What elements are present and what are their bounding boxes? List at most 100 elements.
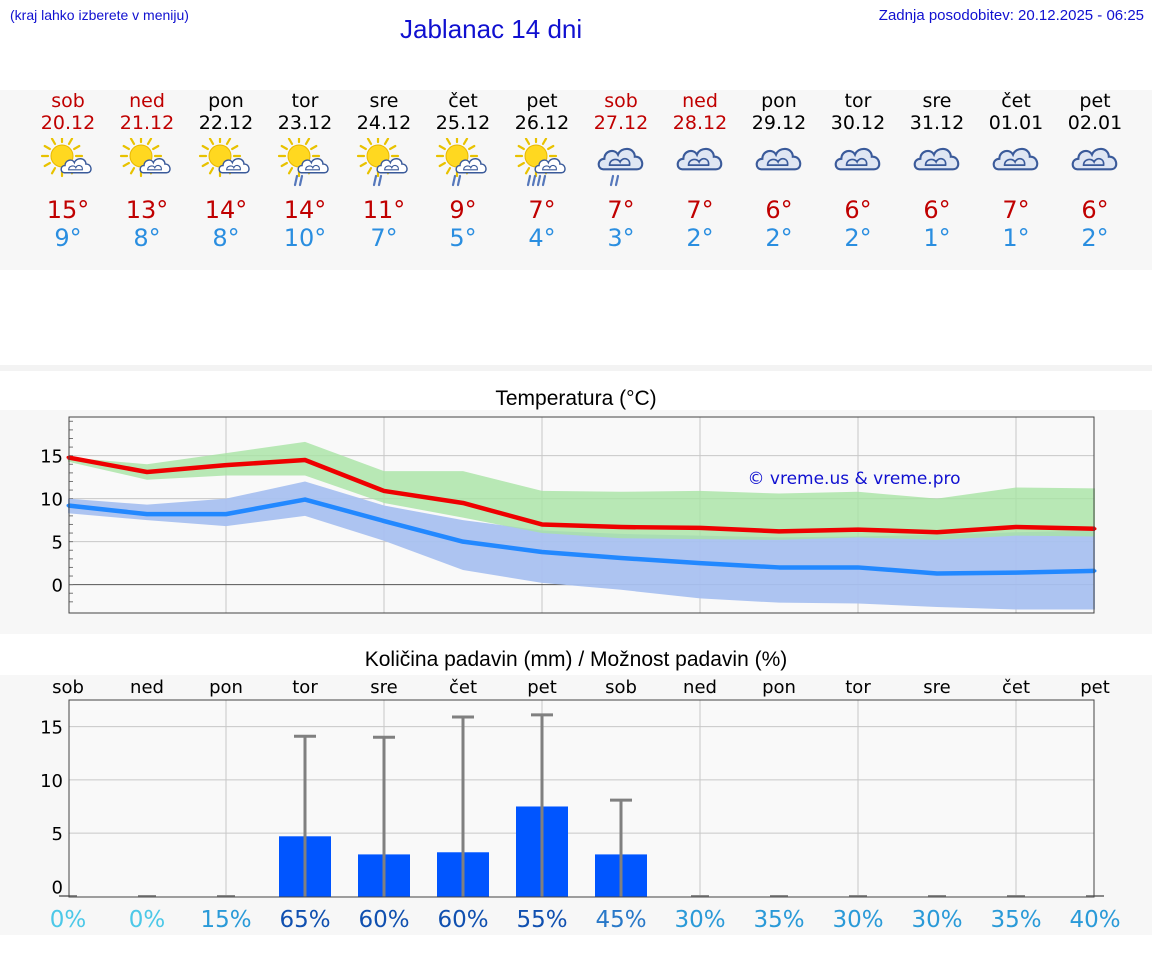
sun-ray — [152, 144, 160, 151]
temp-min: 2° — [686, 224, 714, 252]
sun-ray — [287, 138, 294, 145]
sun-cloud-heavy-rain-icon — [514, 138, 566, 187]
max-temp-line-point — [382, 489, 386, 493]
page-title: Jablanac 14 dni — [400, 14, 583, 44]
min-range-band — [68, 481, 1095, 610]
cloud-shape — [376, 158, 408, 174]
cloud-icon — [755, 147, 802, 171]
min-temp-line-point — [698, 561, 702, 565]
cloud-inner — [766, 157, 789, 166]
cloud-inner — [226, 164, 241, 171]
day-column: pet 02.01 6° 2° — [1055, 90, 1135, 252]
temp-min: 2° — [765, 224, 793, 252]
cloud-inner — [305, 164, 320, 171]
cloud-inner — [924, 157, 947, 166]
day-date: 23.12 — [277, 112, 333, 134]
temp-max: 7° — [1002, 196, 1030, 224]
precip-probability: 65% — [279, 907, 330, 933]
max-temp-line — [67, 455, 1096, 535]
day-name: čet — [1001, 90, 1031, 112]
sun-ray — [43, 161, 51, 168]
day-date: 27.12 — [593, 112, 649, 134]
temp-min: 9° — [54, 224, 82, 252]
temp-max: 15° — [46, 196, 90, 224]
sun-ray — [122, 144, 130, 151]
temp-min: 10° — [283, 224, 327, 252]
category-label: pet — [1080, 677, 1110, 698]
rain-drop — [298, 174, 304, 187]
day-column: pet 26.12 7° 4° — [502, 90, 582, 252]
day-date: 21.12 — [119, 112, 175, 134]
temp-min: 2° — [844, 224, 872, 252]
min-temp-line-point — [303, 498, 307, 502]
cloud-inner — [608, 157, 631, 166]
sun-ray — [280, 144, 288, 151]
sun-ray — [287, 167, 294, 175]
temp-max: 7° — [607, 196, 635, 224]
temp-min: 8° — [212, 224, 240, 252]
cloud-shape — [676, 147, 723, 171]
min-temp-line-point — [145, 512, 149, 516]
category-label: sre — [370, 677, 397, 698]
day-date: 20.12 — [40, 112, 96, 134]
y-tick-label: 0 — [52, 877, 63, 898]
category-label: sob — [605, 677, 637, 698]
category-label: tor — [845, 677, 871, 698]
category-label: tor — [292, 677, 318, 698]
temp-min: 5° — [449, 224, 477, 252]
day-column: pon 22.12 14° 8° — [186, 90, 266, 252]
cloud-shape — [297, 158, 329, 174]
temp-min: 8° — [133, 224, 161, 252]
max-temp-line-point — [935, 530, 939, 534]
cloud-outline — [992, 147, 1039, 171]
sun-cloud-icon — [198, 138, 250, 178]
sun-ray — [208, 138, 215, 145]
sun-ray — [201, 144, 209, 151]
sun-ray — [468, 144, 476, 151]
daily-forecast: sob 20.12 15° 9° ned 21.12 13° 8° pon 22.12 14° 8° t… — [0, 90, 1152, 270]
sun-ray — [129, 167, 136, 175]
precip-probability: 60% — [358, 907, 409, 933]
day-name: čet — [448, 90, 478, 112]
day-date: 22.12 — [198, 112, 254, 134]
precip-probability: 15% — [200, 907, 251, 933]
rain-drop — [377, 174, 383, 187]
cloud-inner — [463, 164, 478, 171]
min-temp-line-point — [461, 540, 465, 544]
day-column: sob 20.12 15° 9° — [28, 90, 108, 252]
sun-ray — [517, 144, 525, 151]
sun-ray — [43, 144, 51, 151]
last-update: Zadnja posodobitev: 20.12.2025 - 06:25 — [878, 7, 1144, 24]
temp-min: 3° — [607, 224, 635, 252]
category-label: čet — [1002, 677, 1030, 698]
sun-ray — [146, 138, 153, 145]
day-date: 30.12 — [830, 112, 886, 134]
min-temp-line-point — [540, 550, 544, 554]
day-name: sre — [369, 90, 399, 112]
sun-cloud-rain-icon — [356, 138, 408, 187]
min-temp-line — [67, 497, 1096, 576]
max-temp-line-point — [224, 463, 228, 467]
max-temp-line-point — [856, 528, 860, 532]
temp-max: 6° — [923, 196, 951, 224]
day-date: 26.12 — [514, 112, 570, 134]
sun-ray — [208, 167, 215, 175]
day-column: ned 28.12 7° 2° — [660, 90, 740, 252]
y-tick-label: 5 — [52, 533, 63, 554]
rain-drop — [541, 174, 547, 187]
precip-probability: 40% — [1069, 907, 1120, 933]
category-label: sob — [52, 677, 84, 698]
precip-probability: 0% — [50, 907, 87, 933]
cloud-shape — [755, 147, 802, 171]
temp-min: 1° — [923, 224, 951, 252]
rain-drop — [536, 174, 542, 187]
category-label: pet — [527, 677, 557, 698]
day-column: čet 25.12 9° 5° — [423, 90, 503, 252]
sun-ray — [67, 138, 74, 145]
rain-drop — [609, 174, 615, 187]
day-name: ned — [682, 90, 718, 112]
precip-probability: 35% — [990, 907, 1041, 933]
precipitation-chart: 0 5 10 15 sob ned pon tor sre čet pet sob ned pon tor s… — [40, 677, 1120, 933]
min-temp-line-point — [777, 565, 781, 569]
sun-cloud-icon — [119, 138, 171, 178]
